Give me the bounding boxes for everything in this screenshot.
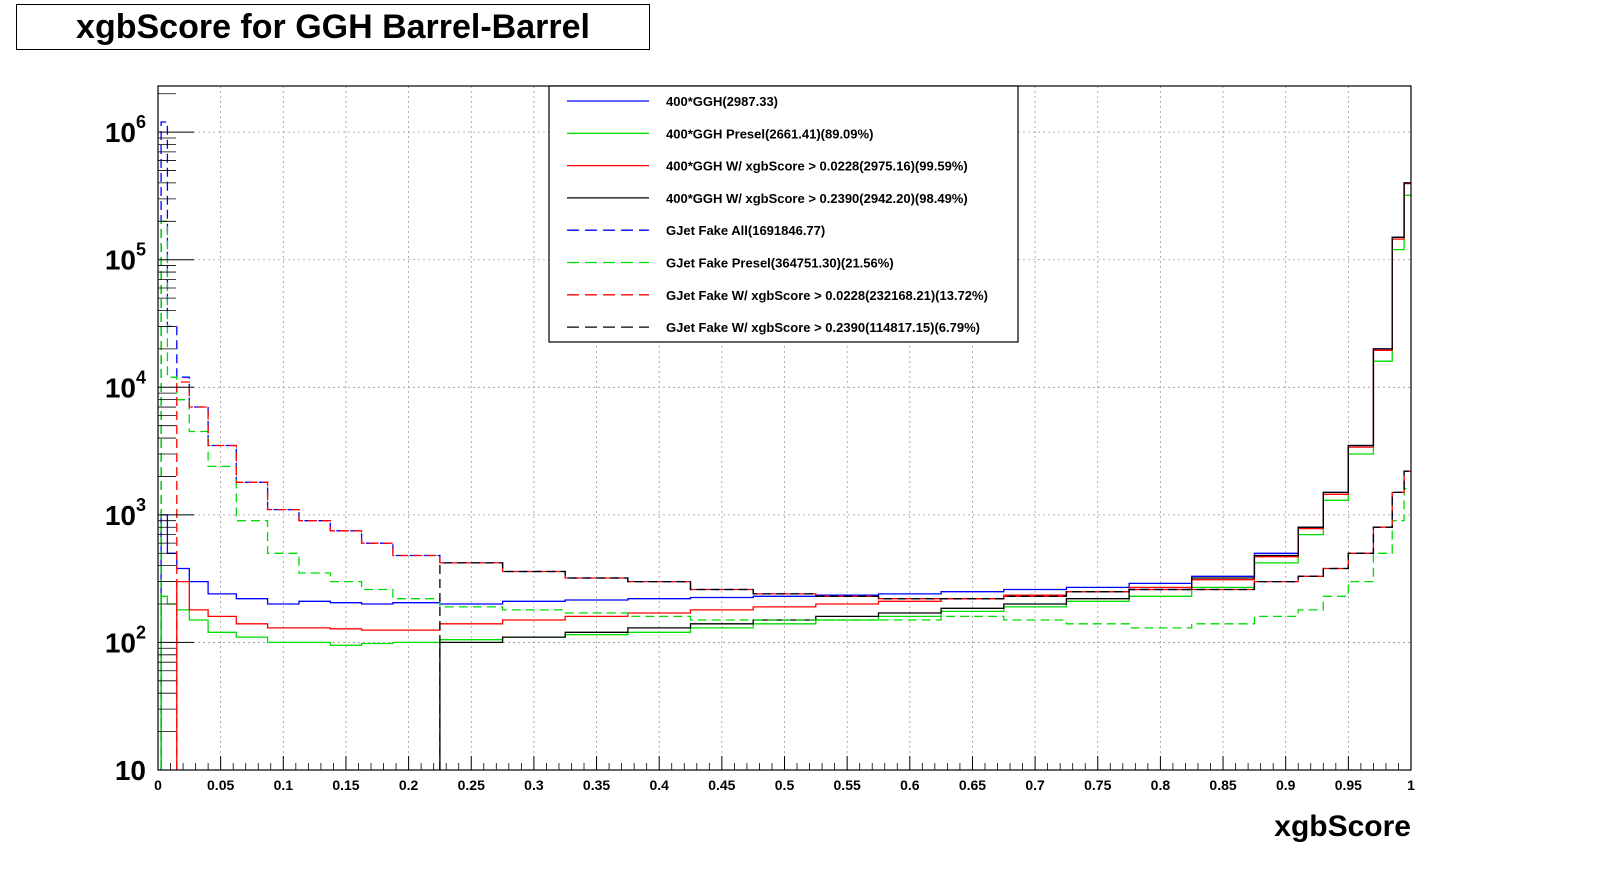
x-tick-label: 0.2	[399, 777, 419, 793]
y-tick-label: 106	[105, 112, 146, 148]
legend-entry: 400*GGH(2987.33)	[666, 94, 778, 109]
x-tick-label: 0.05	[207, 777, 234, 793]
x-tick-label: 0	[154, 777, 162, 793]
x-tick-label: 0.55	[834, 777, 861, 793]
legend-entry: 400*GGH W/ xgbScore > 0.2390(2942.20)(98…	[666, 191, 968, 206]
x-tick-label: 0.75	[1084, 777, 1111, 793]
x-tick-label: 0.5	[775, 777, 795, 793]
y-tick-label: 105	[105, 240, 146, 276]
legend-entry: GJet Fake W/ xgbScore > 0.0228(232168.21…	[666, 288, 988, 303]
x-tick-label: 0.1	[274, 777, 294, 793]
legend-entry: GJet Fake All(1691846.77)	[666, 223, 825, 238]
x-tick-label: 0.95	[1335, 777, 1362, 793]
series-line	[439, 182, 1411, 770]
x-tick-label: 0.65	[959, 777, 986, 793]
x-tick-label: 0.9	[1276, 777, 1296, 793]
x-tick-label: 0.85	[1209, 777, 1236, 793]
x-tick-label: 0.35	[583, 777, 610, 793]
legend-entry: 400*GGH Presel(2661.41)(89.09%)	[666, 126, 873, 141]
x-tick-label: 0.25	[458, 777, 485, 793]
series-group	[160, 121, 1411, 770]
y-tick-label: 104	[105, 367, 146, 403]
ticks: 0 0.05 0.1 0.15 0.2 0.25 0.3 0.35 0.4 0.45 0.5 0.55…	[105, 93, 1415, 793]
chart-title-box: xgbScore for GGH Barrel-Barrel	[16, 4, 650, 50]
series-line	[439, 470, 1411, 770]
chart-title: xgbScore for GGH Barrel-Barrel	[76, 7, 590, 46]
legend-entry: GJet Fake Presel(364751.30)(21.56%)	[666, 256, 894, 271]
y-tick-label: 102	[105, 622, 146, 658]
x-tick-label: 0.8	[1151, 777, 1171, 793]
x-axis-title: xgbScore	[1274, 810, 1411, 843]
y-tick-label: 10	[115, 755, 146, 786]
legend-entry: GJet Fake W/ xgbScore > 0.2390(114817.15…	[666, 320, 980, 335]
legend-entry: 400*GGH W/ xgbScore > 0.0228(2975.16)(99…	[666, 159, 968, 174]
x-tick-label: 0.6	[900, 777, 920, 793]
series-line	[160, 194, 1411, 770]
x-tick-label: 0.3	[524, 777, 544, 793]
y-tick-label: 103	[105, 495, 146, 531]
x-tick-label: 0.45	[708, 777, 735, 793]
x-tick-label: 0.15	[332, 777, 359, 793]
x-tick-label: 1	[1407, 777, 1415, 793]
series-line	[160, 220, 1411, 770]
x-tick-label: 0.4	[649, 777, 669, 793]
legend-box	[548, 85, 1019, 343]
legend: 400*GGH(2987.33) 400*GGH Presel(2661.41)(…	[548, 85, 1019, 343]
x-tick-label: 0.7	[1025, 777, 1045, 793]
